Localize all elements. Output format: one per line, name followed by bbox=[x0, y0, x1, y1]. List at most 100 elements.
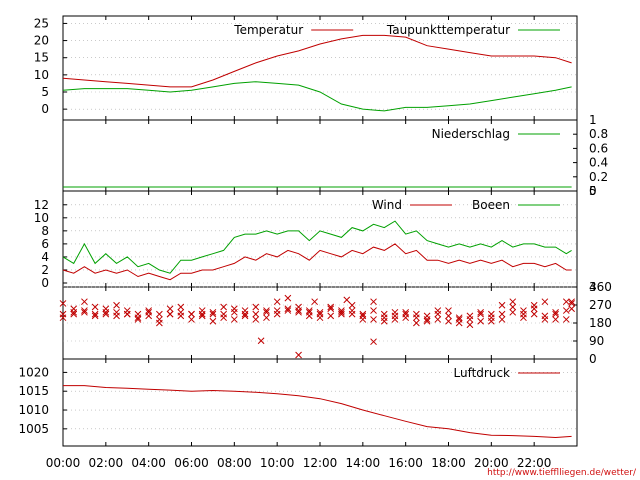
wind-direction-point bbox=[252, 310, 260, 318]
legend-label-temperatur: Temperatur bbox=[233, 23, 303, 37]
wind-direction-point bbox=[359, 316, 367, 323]
wind-direction-point bbox=[338, 308, 345, 316]
wind-direction-point bbox=[530, 301, 538, 309]
wind-direction-point bbox=[91, 312, 99, 320]
y-tick-label-right: 0.4 bbox=[589, 156, 608, 170]
y-tick-label: 12 bbox=[34, 198, 49, 212]
wind-direction-point bbox=[188, 310, 195, 318]
wind-direction-point bbox=[252, 316, 260, 323]
wind-direction-point bbox=[370, 338, 377, 346]
wind-direction-point bbox=[134, 314, 142, 322]
wind-direction-point bbox=[327, 305, 335, 313]
legend-label-wind: Wind bbox=[372, 198, 402, 212]
wind-direction-point bbox=[509, 303, 517, 311]
wind-direction-point bbox=[81, 307, 88, 314]
x-tick-label: 14:00 bbox=[346, 456, 381, 470]
x-tick-label: 10:00 bbox=[260, 456, 295, 470]
wind-direction-point bbox=[81, 308, 88, 316]
wind-direction-point bbox=[156, 310, 163, 318]
wind-direction-point bbox=[177, 303, 185, 311]
y-tick-label-right: 0.8 bbox=[589, 127, 608, 141]
wind-direction-point bbox=[257, 337, 265, 345]
wind-direction-point bbox=[284, 305, 292, 313]
y-tick-label-right: 180 bbox=[589, 316, 612, 330]
wind-direction-point bbox=[568, 298, 575, 306]
wind-direction-point bbox=[156, 319, 163, 327]
x-tick-label: 20:00 bbox=[474, 456, 509, 470]
wind-direction-point bbox=[562, 307, 570, 314]
wind-direction-point bbox=[380, 317, 388, 325]
legend-label-niederschlag: Niederschlag bbox=[432, 127, 510, 141]
wind-direction-point bbox=[391, 316, 399, 323]
wind-direction-point bbox=[370, 307, 377, 314]
wind-direction-point bbox=[316, 308, 324, 316]
wind-direction-point bbox=[263, 314, 270, 322]
x-tick-label: 22:00 bbox=[517, 456, 552, 470]
source-url[interactable]: http://www.tiefflliegen.de/wetter/ bbox=[487, 468, 637, 478]
wind-direction-point bbox=[295, 308, 302, 316]
wind-direction-point bbox=[209, 317, 217, 325]
y-tick-label: 25 bbox=[34, 16, 49, 30]
wind-direction-point bbox=[413, 314, 420, 322]
y-tick-label-right: 270 bbox=[589, 298, 612, 312]
wind-direction-point bbox=[530, 310, 538, 318]
y-tick-label-right: 0.2 bbox=[589, 170, 608, 184]
wind-direction-point bbox=[305, 307, 313, 314]
wind-direction-point bbox=[338, 310, 345, 318]
wind-direction-point bbox=[252, 303, 260, 311]
wind-direction-point bbox=[445, 312, 452, 320]
wind-direction-point bbox=[466, 316, 474, 323]
wind-direction-point bbox=[455, 316, 463, 323]
y-tick-label-right: 0.6 bbox=[589, 141, 608, 155]
y-tick-label: 10 bbox=[34, 68, 49, 82]
series-line-temperatur bbox=[62, 34, 572, 88]
wind-direction-point bbox=[295, 307, 302, 314]
wind-direction-point bbox=[230, 305, 238, 313]
wind-direction-point bbox=[113, 301, 120, 309]
wind-direction-point bbox=[316, 314, 324, 322]
wind-direction-point bbox=[477, 317, 484, 325]
y-tick-label-right: 1 bbox=[589, 113, 597, 127]
wind-direction-point bbox=[455, 314, 463, 322]
wind-direction-point bbox=[348, 307, 356, 314]
wind-direction-point bbox=[552, 310, 559, 318]
wind-direction-point bbox=[562, 316, 570, 323]
y-tick-label-right: 0 bbox=[589, 352, 597, 366]
wind-direction-point bbox=[81, 298, 88, 306]
wind-direction-point bbox=[487, 310, 495, 318]
wind-direction-point bbox=[102, 310, 110, 318]
wind-direction-point bbox=[552, 316, 559, 323]
wind-direction-point bbox=[434, 307, 442, 314]
wind-direction-point bbox=[509, 308, 517, 316]
time-axis: 00:00 02:00 04:00 06:00 08:00 10:00 12:00 14:00… bbox=[46, 456, 552, 470]
wind-direction-point bbox=[434, 316, 442, 323]
wind-direction-point bbox=[59, 314, 67, 322]
wind-direction-point bbox=[311, 298, 318, 306]
panel-pressure: 1020 1015 1010 1005 Luftdruck bbox=[18, 358, 578, 447]
wind-direction-point bbox=[123, 310, 131, 318]
wind-direction-point bbox=[91, 303, 99, 311]
wind-direction-point bbox=[402, 310, 410, 318]
y-tick-label: 6 bbox=[41, 237, 49, 251]
wind-direction-point bbox=[102, 305, 110, 313]
wind-direction-point bbox=[241, 310, 249, 318]
wind-direction-point bbox=[198, 307, 206, 314]
legend-label-boeen: Boeen bbox=[472, 198, 510, 212]
y-tick-label: 4 bbox=[41, 250, 49, 264]
wind-direction-point bbox=[209, 308, 217, 316]
wind-direction-point bbox=[391, 308, 399, 316]
y-tick-label: 10 bbox=[34, 211, 49, 225]
panel-temperature: 25 20 15 10 5 0 Taupunkttemperatur Temperatur bbox=[34, 15, 578, 121]
y-tick-label-right: 0 bbox=[589, 184, 597, 198]
wind-direction-point bbox=[423, 317, 431, 325]
wind-direction-point bbox=[305, 308, 313, 316]
wind-direction-point bbox=[498, 310, 506, 318]
wind-direction-point bbox=[220, 314, 227, 322]
x-tick-label: 16:00 bbox=[388, 456, 423, 470]
wind-direction-point bbox=[568, 300, 575, 307]
y-tick-label: 0 bbox=[41, 102, 49, 116]
wind-direction-point bbox=[402, 308, 410, 316]
y-tick-label: 1005 bbox=[18, 422, 49, 436]
y-tick-label-right: 5 bbox=[589, 184, 597, 198]
